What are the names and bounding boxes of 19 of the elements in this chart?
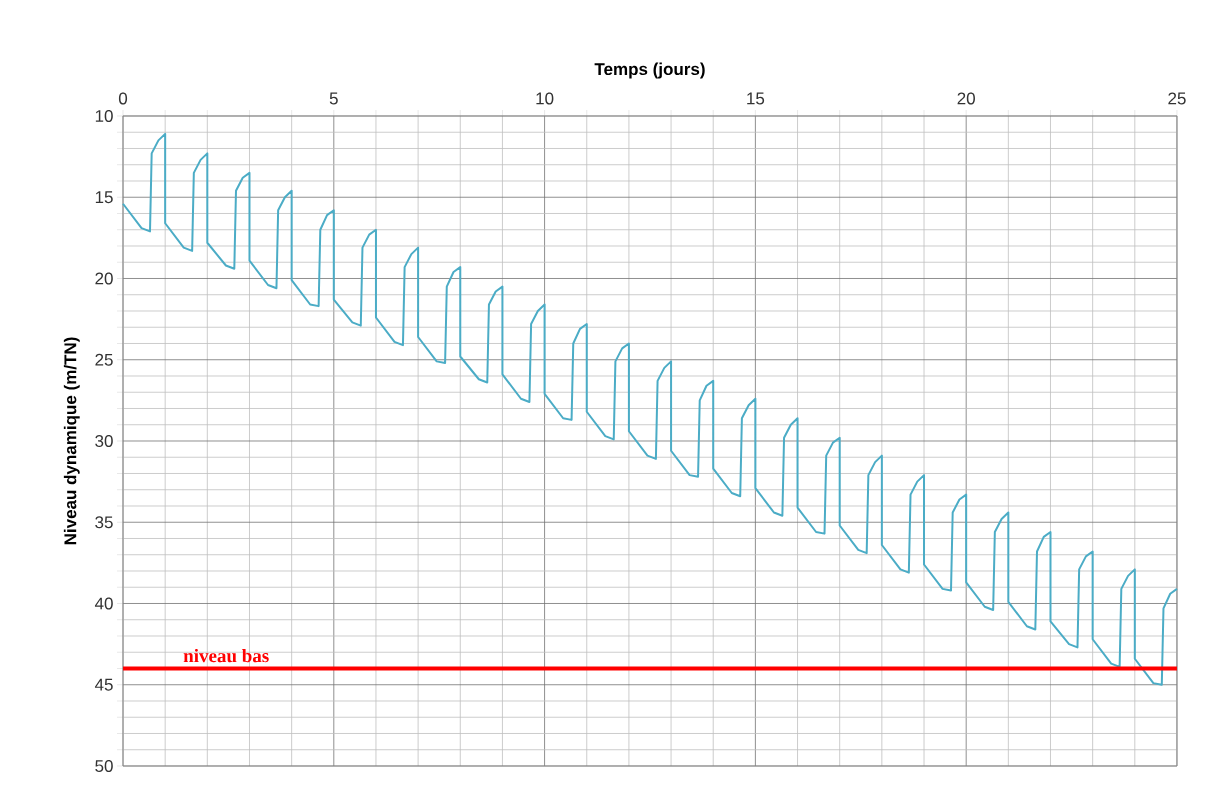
y-axis-title: Niveau dynamique (m/TN)	[63, 337, 80, 545]
y-tick-label: 25	[95, 353, 113, 366]
x-axis-title: Temps (jours)	[594, 62, 705, 79]
y-tick-label: 45	[94, 678, 113, 691]
line-series	[122, 132, 1178, 686]
y-tick-label: 50	[95, 759, 113, 773]
y-tick-label: 35	[95, 516, 113, 529]
y-tick-label: 40	[94, 597, 113, 610]
ref-line-label: niveau bas	[183, 648, 269, 663]
x-tick-label: 15	[747, 92, 765, 105]
x-tick-label: 20	[957, 92, 975, 105]
x-tick-label: 25	[1168, 92, 1186, 105]
y-tick-label: 15	[95, 191, 113, 204]
x-tick-label: 0	[118, 92, 128, 105]
y-tick-label: 30	[95, 434, 113, 448]
x-tick-label: 10	[536, 92, 554, 105]
x-tick-label: 5	[329, 92, 338, 105]
y-tick-label: 20	[95, 272, 113, 285]
y-tick-label: 10	[95, 109, 113, 123]
